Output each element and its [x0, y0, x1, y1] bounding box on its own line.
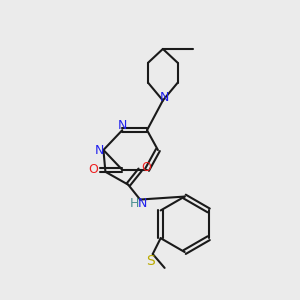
Text: N: N: [95, 143, 104, 157]
Text: N: N: [137, 197, 147, 210]
Text: S: S: [146, 254, 155, 268]
Text: H: H: [130, 197, 139, 210]
Text: N: N: [118, 119, 127, 132]
Text: O: O: [141, 161, 151, 174]
Text: N: N: [160, 91, 170, 104]
Text: O: O: [88, 163, 98, 176]
